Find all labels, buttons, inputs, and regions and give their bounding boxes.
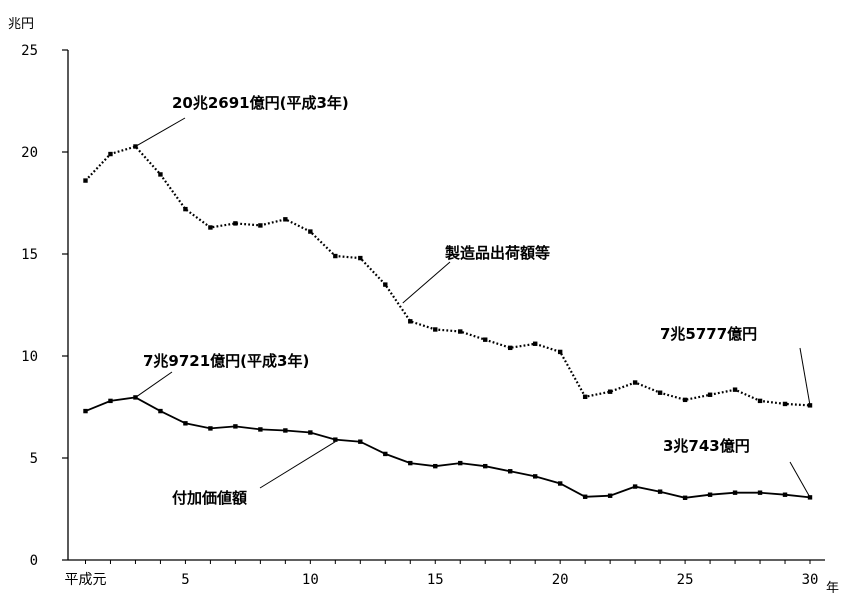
data-point-shipments (483, 337, 488, 342)
data-point-shipments (433, 327, 438, 332)
y-tick-label: 0 (30, 553, 38, 569)
data-point-value-added (458, 460, 463, 466)
data-point-value-added (383, 451, 388, 457)
data-point-value-added (308, 430, 313, 435)
data-point-value-added (433, 463, 438, 469)
x-tick-label: 25 (677, 572, 694, 588)
data-point-value-added (632, 484, 638, 489)
y-tick-label: 5 (30, 451, 38, 467)
data-point-value-added (183, 421, 188, 426)
data-point-shipments (782, 401, 788, 407)
data-point-shipments (208, 225, 213, 230)
annotation-shipments-series-label: 製造品出荷額等 (444, 244, 550, 262)
data-point-shipments (283, 217, 288, 222)
x-tick-label: 15 (427, 572, 444, 588)
leader-shipments-peak (135, 117, 186, 147)
series-lines (84, 145, 811, 499)
data-point-value-added (757, 490, 763, 495)
data-point-shipments (83, 178, 88, 183)
data-point-shipments (532, 341, 538, 346)
data-point-shipments (233, 221, 238, 226)
x-tick-label: 5 (181, 572, 189, 588)
chart-axes (67, 50, 825, 561)
data-point-shipments (358, 255, 363, 261)
y-tick-label: 15 (21, 247, 38, 263)
annotation-shipments-latest: 7兆5777億円 (660, 325, 757, 343)
data-point-shipments (707, 392, 713, 397)
y-tick-label: 20 (21, 145, 38, 161)
leader-value-added-peak (135, 371, 173, 398)
data-point-value-added (508, 469, 513, 474)
x-axis-unit-label: 年 (826, 581, 839, 593)
axis-ticks: 0 5 10 15 20 25 平成元 5 10 15 20 25 30 (21, 43, 818, 588)
data-point-value-added (208, 426, 213, 431)
data-point-value-added (732, 490, 738, 495)
data-point-value-added (83, 408, 88, 414)
y-axis-unit-label: 兆円 (8, 17, 34, 32)
leader-shipments-series (402, 261, 451, 304)
leader-shipments-latest (799, 347, 811, 406)
data-point-shipments (408, 319, 413, 324)
data-point-shipments (632, 380, 638, 385)
data-point-shipments (183, 206, 188, 212)
annotation-value-added-latest: 3兆743億円 (663, 437, 750, 455)
data-point-value-added (682, 495, 688, 500)
data-point-shipments (308, 229, 313, 234)
data-point-value-added (657, 489, 663, 494)
data-point-value-added (233, 424, 238, 429)
data-point-value-added (532, 474, 538, 479)
data-point-value-added (258, 427, 263, 432)
x-tick-label: 30 (802, 572, 819, 588)
annotation-shipments-peak: 20兆2691億円(平成3年) (172, 94, 349, 112)
annotation-leader-lines (135, 117, 811, 498)
data-point-shipments (158, 172, 163, 177)
series-line-value-added (85, 396, 811, 499)
leader-value-added-series (259, 441, 336, 489)
annotation-value-added-peak: 7兆9721億円(平成3年) (143, 352, 309, 370)
data-point-value-added (158, 408, 163, 414)
data-point-value-added (108, 398, 113, 404)
data-point-shipments (557, 349, 563, 355)
x-tick-label: 10 (302, 572, 319, 588)
data-point-value-added (358, 439, 363, 444)
data-point-shipments (508, 345, 513, 351)
data-point-shipments (458, 329, 463, 334)
data-point-shipments (757, 398, 763, 404)
y-tick-label: 10 (21, 349, 38, 365)
y-tick-label: 25 (21, 43, 38, 59)
data-point-value-added (283, 428, 288, 433)
x-tick-label: 平成元 (64, 572, 106, 588)
data-point-shipments (732, 387, 738, 392)
data-point-shipments (607, 389, 613, 394)
data-point-shipments (108, 151, 113, 157)
data-point-shipments (582, 394, 588, 399)
data-point-value-added (707, 492, 713, 497)
data-point-value-added (483, 463, 488, 469)
data-point-shipments (682, 397, 688, 403)
x-tick-label: 20 (552, 572, 569, 588)
leader-value-added-latest (789, 461, 811, 498)
data-point-value-added (582, 494, 588, 499)
annotation-value-added-series-label: 付加価値額 (172, 489, 247, 507)
data-point-value-added (333, 437, 338, 442)
data-point-value-added (782, 492, 788, 497)
data-point-value-added (408, 460, 413, 466)
data-point-shipments (258, 223, 263, 228)
series-line-shipments (84, 145, 811, 407)
data-point-value-added (607, 493, 613, 498)
data-point-shipments (657, 390, 663, 395)
data-point-value-added (557, 481, 563, 486)
data-point-shipments (333, 253, 338, 259)
data-point-shipments (383, 282, 388, 287)
